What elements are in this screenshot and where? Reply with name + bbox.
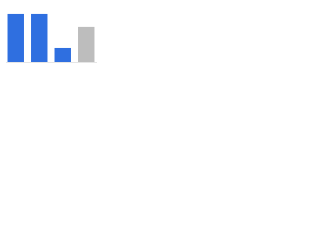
chart — [6, 13, 97, 63]
bar — [31, 13, 48, 63]
bar — [54, 47, 71, 62]
bar — [7, 13, 24, 63]
bar — [78, 26, 95, 62]
page: (() => { const data = JSON.parse(documen… — [0, 0, 320, 71]
